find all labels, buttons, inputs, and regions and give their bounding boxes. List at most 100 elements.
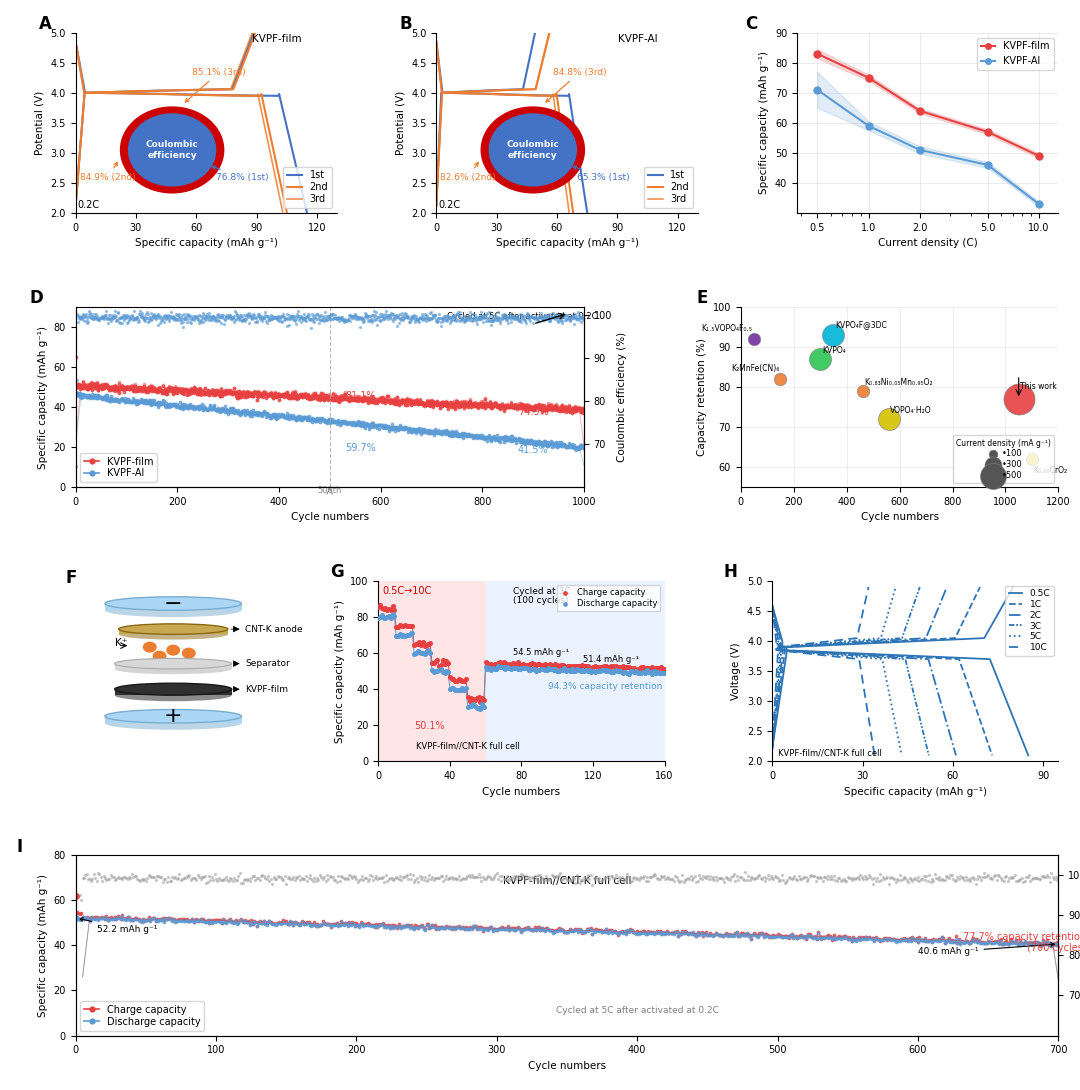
Point xyxy=(129,870,146,887)
Point xyxy=(461,395,478,412)
Point xyxy=(990,868,1008,885)
Point xyxy=(227,384,244,401)
Point xyxy=(200,386,217,403)
Point xyxy=(122,378,139,396)
Point xyxy=(284,409,301,426)
Point xyxy=(486,395,503,412)
Point xyxy=(264,387,281,404)
Point xyxy=(760,928,778,945)
Point xyxy=(490,312,508,329)
Point xyxy=(943,865,960,883)
Point xyxy=(906,932,923,949)
Point xyxy=(322,413,339,431)
Point xyxy=(361,389,378,407)
Point xyxy=(442,869,459,886)
Point xyxy=(762,929,780,946)
Charge capacity xyxy=(384,597,402,615)
Point xyxy=(474,922,491,940)
Point xyxy=(249,384,267,401)
Point xyxy=(319,311,336,328)
Point xyxy=(541,397,558,414)
Point xyxy=(106,308,123,326)
Point xyxy=(565,401,582,419)
Point xyxy=(936,934,954,952)
Point xyxy=(309,870,326,887)
Point xyxy=(858,871,875,888)
Point xyxy=(558,401,576,419)
Point xyxy=(95,378,112,396)
Point xyxy=(316,303,334,320)
Point xyxy=(260,386,278,403)
Point xyxy=(257,389,274,407)
Point xyxy=(540,395,557,412)
Point xyxy=(422,303,440,320)
Point xyxy=(289,387,307,404)
Point xyxy=(541,872,558,889)
Point xyxy=(68,384,85,401)
Point xyxy=(285,386,302,403)
Point xyxy=(372,917,389,934)
Point xyxy=(336,414,353,432)
Point xyxy=(467,427,484,445)
Point xyxy=(419,870,436,887)
Point xyxy=(204,401,221,419)
Point xyxy=(642,924,659,942)
Discharge capacity xyxy=(631,665,648,682)
Point xyxy=(810,924,827,942)
Point xyxy=(471,869,488,886)
Point xyxy=(975,934,993,952)
Point xyxy=(302,389,320,407)
Point xyxy=(438,397,456,414)
Point xyxy=(700,926,717,944)
Point xyxy=(173,384,190,401)
Point xyxy=(156,307,173,325)
Point xyxy=(184,311,201,328)
Point xyxy=(71,308,89,326)
Point xyxy=(522,920,539,937)
Point xyxy=(498,397,515,414)
Point xyxy=(569,400,586,417)
Point xyxy=(1013,934,1030,952)
Point xyxy=(964,930,982,947)
Point xyxy=(800,926,818,944)
Charge capacity xyxy=(527,656,544,674)
Point xyxy=(110,870,127,887)
Point xyxy=(592,872,609,889)
Point xyxy=(329,917,347,934)
Point xyxy=(294,387,311,404)
Point xyxy=(154,311,172,328)
Point xyxy=(146,391,163,409)
Point xyxy=(87,388,105,405)
Point xyxy=(217,868,234,885)
Point xyxy=(524,434,541,451)
Point xyxy=(602,922,619,940)
Point xyxy=(176,911,193,929)
Point xyxy=(388,419,405,436)
Point xyxy=(198,400,215,417)
Point xyxy=(544,924,562,942)
Discharge capacity xyxy=(620,665,637,682)
Point xyxy=(413,870,430,887)
Point xyxy=(525,314,542,331)
Point xyxy=(132,378,149,396)
Point xyxy=(450,399,468,416)
Point xyxy=(335,311,352,328)
Point xyxy=(77,378,94,396)
Point xyxy=(307,917,324,934)
Point xyxy=(372,307,389,325)
Point xyxy=(473,310,490,327)
Point xyxy=(440,426,457,444)
Charge capacity xyxy=(431,657,448,675)
Point xyxy=(309,387,326,404)
Point xyxy=(136,912,153,930)
Point xyxy=(432,919,449,936)
Point xyxy=(380,306,397,324)
Point xyxy=(535,435,552,452)
Point xyxy=(886,931,903,948)
Point xyxy=(836,929,853,946)
Point xyxy=(326,390,343,408)
Point xyxy=(157,910,174,928)
Point xyxy=(403,870,420,887)
Point xyxy=(173,911,190,929)
Point xyxy=(147,383,164,400)
